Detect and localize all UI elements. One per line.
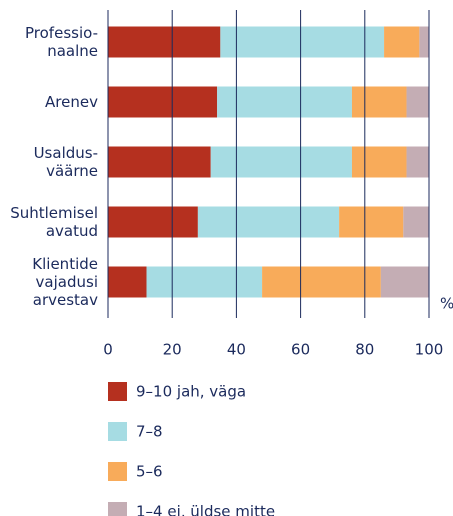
bar-segment [108, 26, 221, 58]
x-tick-label: 60 [291, 341, 310, 359]
category-label-line: Suhtlemisel [10, 204, 98, 222]
category-label: Usaldus-väärne [34, 144, 98, 180]
bar-segment [403, 206, 429, 238]
category-label-line: arvestav [33, 291, 98, 309]
category-label-line: Klientide [32, 255, 98, 273]
bar-segment [384, 26, 420, 58]
x-tick-label: 20 [163, 341, 182, 359]
x-tick-label: 80 [355, 341, 374, 359]
bar-segment [262, 266, 381, 298]
category-label-line: naalne [47, 42, 98, 60]
legend-swatch [108, 422, 127, 441]
category-label-line: avatud [46, 222, 98, 240]
category-label: Klientide vajadusi arvestav [32, 255, 98, 309]
bar-segment [339, 206, 404, 238]
category-label-line: Usaldus- [34, 144, 98, 162]
category-label-line: väärne [46, 162, 98, 180]
bar-segment [197, 206, 340, 238]
bar-segment [380, 266, 429, 298]
legend-swatch [108, 462, 127, 481]
category-label-line: Arenev [45, 93, 98, 111]
category-label-line: Professio- [25, 24, 98, 42]
bar-segment [406, 146, 429, 178]
bar-segment [146, 266, 263, 298]
bar-segment [108, 206, 198, 238]
x-tick-label: 0 [103, 341, 113, 359]
category-label-line: vajadusi [36, 273, 98, 291]
category-label: Arenev [45, 93, 98, 111]
bar-segment [419, 26, 429, 58]
legend-label: 9–10 jah, väga [136, 383, 246, 401]
legend-label: 1–4 ei, üldse mitte [136, 503, 275, 516]
legend-swatch [108, 502, 127, 516]
bar-segment [351, 86, 407, 118]
bar-segment [210, 146, 352, 178]
bar-segment [351, 146, 407, 178]
x-axis-unit: % [440, 295, 453, 313]
bar-segment [217, 86, 352, 118]
legend-label: 7–8 [136, 423, 163, 441]
bar-segment [220, 26, 385, 58]
category-label: Professio-naalne [25, 24, 98, 60]
x-tick-label: 40 [227, 341, 246, 359]
bar-segment [108, 266, 147, 298]
bar-segment [406, 86, 429, 118]
legend-swatch [108, 382, 127, 401]
bar-segment [108, 146, 211, 178]
category-label: Suhtlemisel avatud [10, 204, 98, 240]
bar-segment [108, 86, 218, 118]
x-tick-label: 100 [415, 341, 444, 359]
legend-label: 5–6 [136, 463, 163, 481]
